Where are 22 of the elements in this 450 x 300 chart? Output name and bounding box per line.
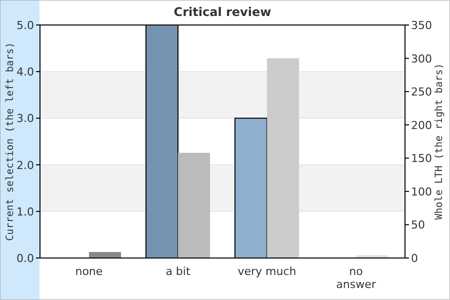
chart-title: Critical review [174,5,272,19]
bar [88,252,122,258]
y2-tick-label: 100 [411,185,432,198]
y2-tick-label: 150 [411,152,432,166]
x-tick-label: very much [238,265,296,278]
y2-tick-label: 50 [411,218,425,232]
y-axis-title: Current selection (the left bars) [5,42,16,241]
x-tick-label: a bit [166,265,191,278]
y-tick-label: 4.0 [16,66,34,79]
x-tick-label: none [75,265,103,278]
y2-tick-label: 350 [411,19,432,32]
y-tick-label: 1.0 [16,205,34,218]
x-tick-label: no answer [336,265,376,291]
y2-tick-label: 300 [411,52,432,66]
y2-tick-label: 250 [411,86,432,99]
y-tick-label: 2.0 [16,158,34,172]
y2-tick-label: 200 [411,118,432,132]
y-tick-label: 5.0 [16,19,34,32]
y2-tick-label: 0 [411,252,418,265]
y2-axis-title: Whole LTH (the right bars) [434,63,445,220]
y-tick-label: 3.0 [16,112,34,126]
y-tick-label: 0.0 [16,252,34,265]
